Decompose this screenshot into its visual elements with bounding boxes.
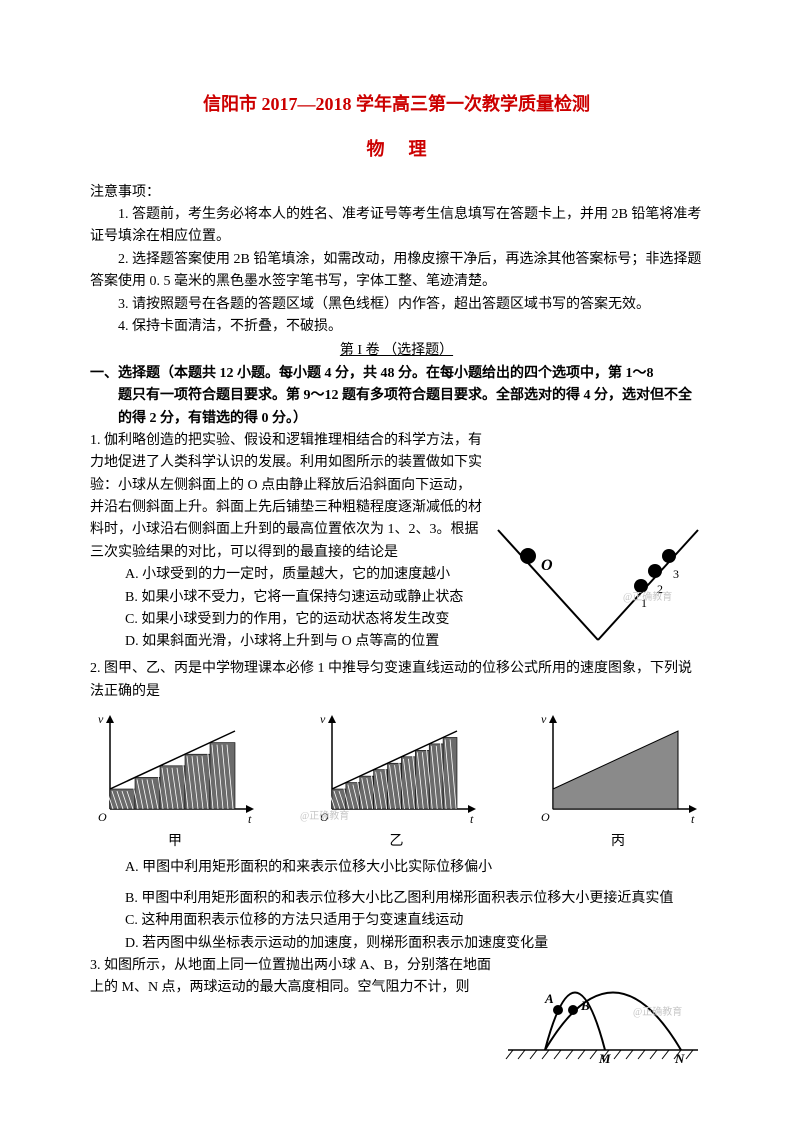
- q1-option-d: D. 如果斜面光滑，小球将上升到与 O 点等高的位置: [125, 631, 485, 653]
- exam-page: 信阳市 2017—2018 学年高三第一次教学质量检测 物理 注意事项： 1. …: [0, 0, 793, 1122]
- svg-text:O: O: [98, 810, 107, 824]
- choice-section-heading: 一、选择题（本题共 12 小题。每小题 4 分，共 48 分。在每小题给出的四个…: [90, 363, 703, 385]
- q3-stem: 如图所示，从地面上同一位置抛出两小球 A、B，分别落在地面上的 M、N 点，两球…: [90, 958, 491, 995]
- q1-number: 1.: [90, 433, 101, 448]
- svg-text:v: v: [98, 712, 104, 726]
- q2-option-b: B. 甲图中利用矩形面积的和表示位移大小比乙图利用梯形面积表示位移大小更接近真实…: [125, 888, 703, 910]
- q2-option-d: D. 若丙图中纵坐标表示运动的加速度，则梯形面积表示加速度变化量: [125, 933, 703, 955]
- watermark-text: @正确教育: [633, 1005, 682, 1021]
- q2-chart-bing: v t O 丙: [533, 709, 703, 853]
- svg-text:t: t: [470, 812, 474, 826]
- watermark-text: @正确教育: [623, 590, 672, 606]
- svg-text:t: t: [248, 812, 252, 826]
- question-2: 2. 图甲、乙、丙是中学物理课本必修 1 中推导匀变速直线运动的位移公式所用的速…: [90, 658, 703, 955]
- q2-chart-jia: v t O 甲: [90, 709, 260, 853]
- q1-option-a: A. 小球受到的力一定时，质量越大，它的加速度越小: [125, 564, 485, 586]
- svg-text:3: 3: [673, 567, 679, 581]
- q2-charts-row: v t O 甲 v t O: [90, 709, 703, 853]
- q2-chart-yi: v t O 乙: [312, 709, 482, 853]
- svg-text:O: O: [541, 557, 553, 574]
- svg-text:M: M: [598, 1051, 611, 1065]
- q2-number: 2.: [90, 661, 101, 676]
- watermark-text: @正确教育: [300, 809, 349, 825]
- notice-item: 1. 答题前，考生务必将本人的姓名、准考证号等考生信息填写在答题卡上，并用 2B…: [90, 204, 703, 249]
- q2-chart-label-jia: 甲: [90, 831, 260, 853]
- svg-text:O: O: [541, 810, 550, 824]
- q2-option-a: A. 甲图中利用矩形面积的和来表示位移大小比实际位移偏小: [125, 857, 703, 879]
- exam-title: 信阳市 2017—2018 学年高三第一次教学质量检测: [90, 90, 703, 119]
- q2-stem: 图甲、乙、丙是中学物理课本必修 1 中推导匀变速直线运动的位移公式所用的速度图象…: [90, 661, 692, 698]
- svg-text:N: N: [674, 1051, 685, 1065]
- q1-stem: 伽利略创造的把实验、假设和逻辑推理相结合的科学方法，有力地促进了人类科学认识的发…: [90, 433, 482, 560]
- q1-option-c: C. 如果小球受到力的作用，它的运动状态将发生改变: [125, 609, 485, 631]
- svg-text:t: t: [691, 812, 695, 826]
- q1-figure-v-ramp: O 1 2 3: [493, 520, 703, 650]
- paper-section: 第 I 卷 （选择题）: [90, 340, 703, 362]
- q2-chart-label-bing: 丙: [533, 831, 703, 853]
- question-1: 1. 伽利略创造的把实验、假设和逻辑推理相结合的科学方法，有力地促进了人类科学认…: [90, 430, 703, 658]
- q2-chart-label-yi: 乙: [312, 831, 482, 853]
- q3-number: 3.: [90, 958, 101, 973]
- q1-option-b: B. 如果小球不受力，它将一直保持匀速运动或静止状态: [125, 587, 485, 609]
- notice-item: 2. 选择题答案使用 2B 铅笔填涂，如需改动，用橡皮擦干净后，再选涂其他答案标…: [90, 249, 703, 294]
- exam-subject: 物理: [90, 135, 703, 164]
- notice-header: 注意事项：: [90, 182, 703, 204]
- svg-text:A: A: [544, 991, 554, 1006]
- spacer: [90, 880, 703, 888]
- notice-item: 4. 保持卡面清洁，不折叠，不破损。: [90, 316, 703, 338]
- question-3: 3. 如图所示，从地面上同一位置抛出两小球 A、B，分别落在地面上的 M、N 点…: [90, 955, 703, 1073]
- q2-option-c: C. 这种用面积表示位移的方法只适用于匀变速直线运动: [125, 910, 703, 932]
- notice-item: 3. 请按照题号在各题的答题区域（黑色线框）内作答，超出答题区域书写的答案无效。: [90, 294, 703, 316]
- choice-section-heading-cont: 题只有一项符合题目要求。第 9～12 题有多项符合题目要求。全部选对的得 4 分…: [118, 385, 703, 430]
- svg-text:v: v: [541, 712, 547, 726]
- svg-text:v: v: [320, 712, 326, 726]
- svg-text:B: B: [580, 998, 590, 1013]
